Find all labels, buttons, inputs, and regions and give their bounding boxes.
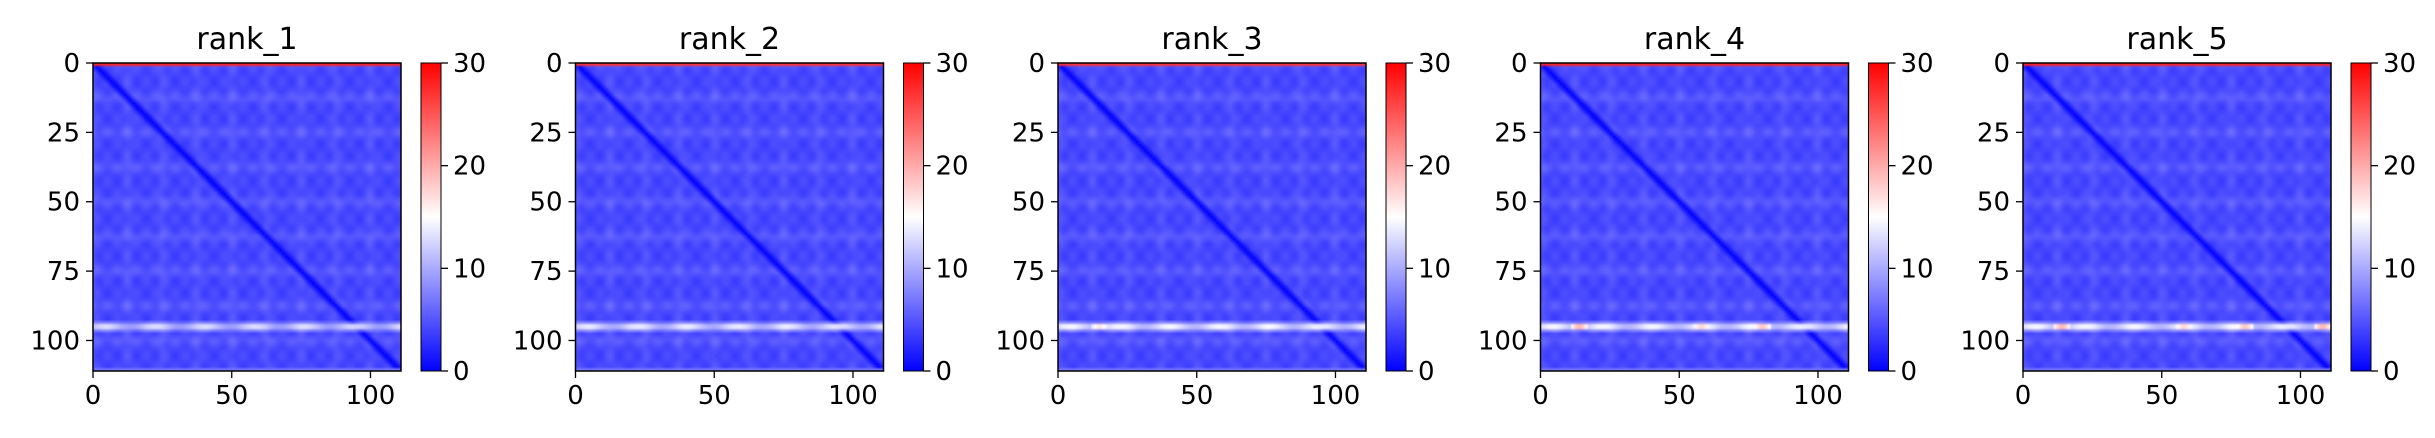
chart-title: rank_4	[1644, 22, 1745, 57]
y-tick-label: 50	[47, 188, 80, 218]
axes-frame	[1539, 62, 1850, 372]
y-tick-label: 75	[1977, 257, 2010, 287]
chart-title: rank_3	[1161, 22, 1262, 57]
colorbar-tick-label: 20	[453, 152, 486, 182]
y-tick-label: 25	[529, 118, 562, 148]
heatmap-image	[1058, 63, 1366, 371]
colorbar	[2350, 62, 2372, 372]
colorbar-tick-label: 10	[453, 254, 486, 284]
colorbar-tick-label: 10	[936, 254, 969, 284]
x-tick-label: 100	[1311, 381, 1361, 411]
axes-frame	[2022, 62, 2332, 372]
y-tick-label: 25	[47, 118, 80, 148]
y-tick-label: 75	[529, 257, 562, 287]
colorbar-tick-label: 30	[1418, 49, 1451, 79]
colorbar-tick-label: 0	[936, 357, 953, 387]
colorbar-tick-label: 20	[1901, 152, 1934, 182]
y-tick-label: 25	[1977, 118, 2010, 148]
x-tick-label: 50	[2145, 381, 2178, 411]
heatmap-image	[93, 63, 401, 371]
y-tick-label: 75	[47, 257, 80, 287]
y-tick-label: 0	[546, 49, 563, 79]
y-tick-label: 100	[995, 326, 1045, 356]
y-tick-label: 100	[1960, 326, 2010, 356]
x-tick-label: 0	[1532, 381, 1549, 411]
colorbar-tick-label: 10	[1901, 254, 1934, 284]
axes-frame	[574, 62, 885, 372]
colorbar-tick-label: 20	[2383, 152, 2416, 182]
y-tick-label: 0	[1028, 49, 1045, 79]
x-tick-label: 0	[567, 381, 584, 411]
y-tick-label: 0	[63, 49, 80, 79]
x-tick-label: 50	[1180, 381, 1213, 411]
y-tick-label: 100	[513, 326, 563, 356]
heatmap-image	[1540, 63, 1849, 371]
heatmap-image	[575, 63, 884, 371]
y-tick-label: 100	[30, 326, 80, 356]
x-tick-label: 100	[346, 381, 396, 411]
colorbar-tick-label: 30	[2383, 49, 2416, 79]
y-tick-label: 25	[1494, 118, 1527, 148]
y-tick-label: 0	[1993, 49, 2010, 79]
colorbar-tick-label: 0	[2383, 357, 2400, 387]
y-tick-label: 100	[1478, 326, 1528, 356]
colorbar-tick-label: 30	[936, 49, 969, 79]
x-tick-label: 100	[828, 381, 878, 411]
colorbar	[1868, 62, 1889, 372]
colorbar-tick-label: 0	[1901, 357, 1918, 387]
y-tick-label: 25	[1012, 118, 1045, 148]
axes-frame	[1057, 62, 1367, 372]
x-tick-label: 0	[85, 381, 102, 411]
colorbar	[903, 62, 924, 372]
y-tick-label: 50	[1012, 188, 1045, 218]
y-tick-label: 0	[1511, 49, 1528, 79]
x-tick-label: 100	[2276, 381, 2326, 411]
colorbar-tick-label: 10	[1418, 254, 1451, 284]
axes-frame	[92, 62, 402, 372]
y-tick-label: 50	[529, 188, 562, 218]
y-tick-label: 50	[1494, 188, 1527, 218]
y-tick-label: 50	[1977, 188, 2010, 218]
x-tick-label: 0	[2015, 381, 2032, 411]
colorbar-tick-label: 10	[2383, 254, 2416, 284]
colorbar-tick-label: 0	[453, 357, 470, 387]
chart-title: rank_5	[2126, 22, 2227, 57]
chart-title: rank_2	[679, 22, 780, 57]
y-tick-label: 75	[1494, 257, 1527, 287]
colorbar	[1385, 62, 1407, 372]
colorbar-tick-label: 0	[1418, 357, 1435, 387]
colorbar-tick-label: 20	[1418, 152, 1451, 182]
x-tick-label: 50	[1663, 381, 1696, 411]
y-tick-label: 75	[1012, 257, 1045, 287]
colorbar-tick-label: 20	[936, 152, 969, 182]
chart-title: rank_1	[196, 22, 297, 57]
colorbar-tick-label: 30	[453, 49, 486, 79]
heatmap-image	[2023, 63, 2331, 371]
x-tick-label: 100	[1793, 381, 1843, 411]
x-tick-label: 50	[698, 381, 731, 411]
x-tick-label: 50	[215, 381, 248, 411]
colorbar-tick-label: 30	[1901, 49, 1934, 79]
x-tick-label: 0	[1050, 381, 1067, 411]
colorbar	[420, 62, 442, 372]
